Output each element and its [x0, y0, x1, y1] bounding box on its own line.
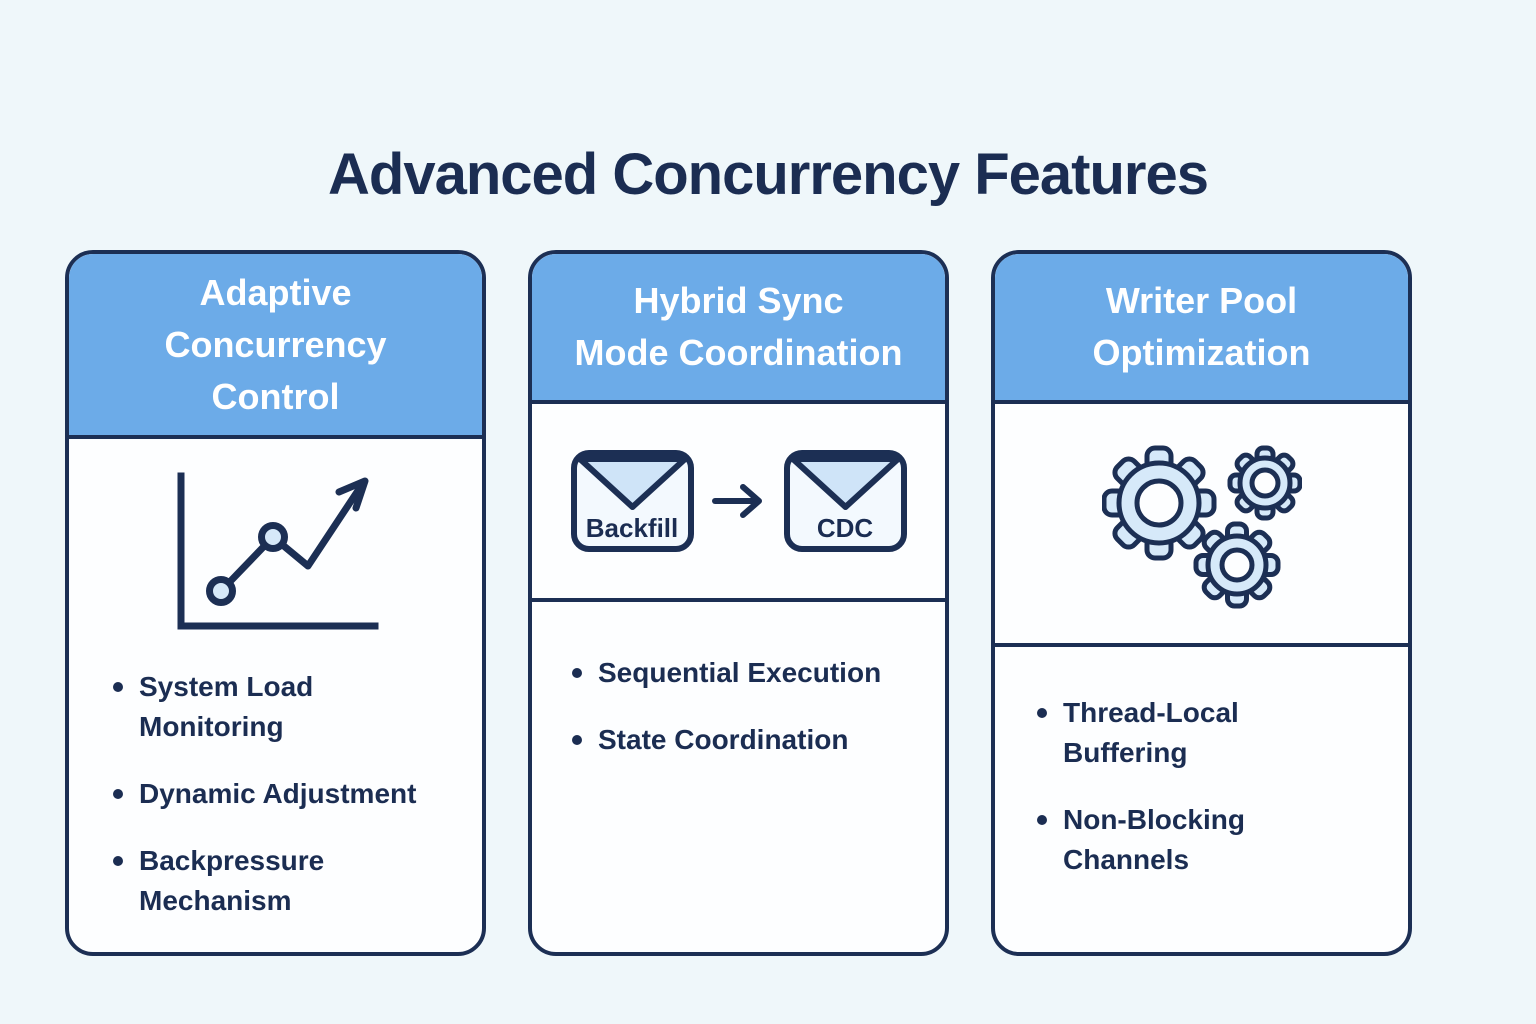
card-title: Hybrid Sync Mode Coordination	[532, 254, 945, 404]
backfill-envelope-icon: Backfill	[570, 450, 694, 552]
bullet-list: System Load Monitoring Dynamic Adjustmen…	[69, 636, 482, 948]
envelope-label: Backfill	[585, 513, 679, 543]
bullet-dot-icon	[572, 735, 582, 745]
bullet-item: Dynamic Adjustment	[113, 774, 452, 814]
gear-large	[1101, 445, 1216, 560]
gear-medium	[1193, 521, 1280, 608]
envelope-label: CDC	[816, 513, 874, 543]
bullet-list: Thread-Local Buffering Non-Blocking Chan…	[995, 647, 1408, 907]
bullet-text: Non-Blocking Channels	[1063, 804, 1245, 875]
card-title: Adaptive Concurrency Control	[69, 254, 482, 439]
bullet-dot-icon	[1037, 815, 1047, 825]
card-adaptive-concurrency-control: Adaptive Concurrency Control System Load…	[65, 250, 486, 956]
card-icon-area: Backfill CDC	[532, 404, 945, 602]
card-writer-pool-optimization: Writer Pool Optimization	[991, 250, 1412, 956]
bullet-text: Sequential Execution	[598, 657, 882, 688]
bullet-dot-icon	[113, 789, 123, 799]
cdc-envelope-icon: CDC	[783, 450, 907, 552]
trend-line-chart-icon	[177, 472, 378, 630]
bullet-list: Sequential Execution State Coordination	[532, 602, 945, 787]
bullet-text: System Load Monitoring	[139, 671, 314, 742]
card-icon-area	[69, 439, 482, 636]
bullet-item: Backpressure Mechanism	[113, 841, 452, 921]
bullet-item: Non-Blocking Channels	[1037, 800, 1378, 880]
arrow-right-icon	[711, 484, 762, 518]
bullet-dot-icon	[113, 856, 123, 866]
gears-icon	[1101, 445, 1302, 608]
bullet-item: Thread-Local Buffering	[1037, 693, 1378, 773]
bullet-text: State Coordination	[598, 724, 849, 755]
bullet-text: Thread-Local Buffering	[1063, 697, 1239, 768]
card-title: Writer Pool Optimization	[995, 254, 1408, 404]
envelope-icon	[570, 450, 694, 552]
bullet-dot-icon	[113, 682, 123, 692]
bullet-item: Sequential Execution	[572, 653, 915, 693]
bullet-text: Dynamic Adjustment	[139, 778, 417, 809]
bullet-dot-icon	[572, 668, 582, 678]
bullet-item: System Load Monitoring	[113, 667, 452, 747]
envelope-icon	[783, 450, 907, 552]
card-icon-area	[995, 404, 1408, 647]
bullet-dot-icon	[1037, 708, 1047, 718]
bullet-item: State Coordination	[572, 720, 915, 760]
gear-small	[1227, 445, 1302, 520]
bullet-text: Backpressure Mechanism	[139, 845, 325, 916]
page-title: Advanced Concurrency Features	[328, 141, 1209, 207]
card-hybrid-sync-mode-coordination: Hybrid Sync Mode Coordination Backfill C…	[528, 250, 949, 956]
feature-cards-row: Adaptive Concurrency Control System Load…	[65, 250, 1412, 956]
